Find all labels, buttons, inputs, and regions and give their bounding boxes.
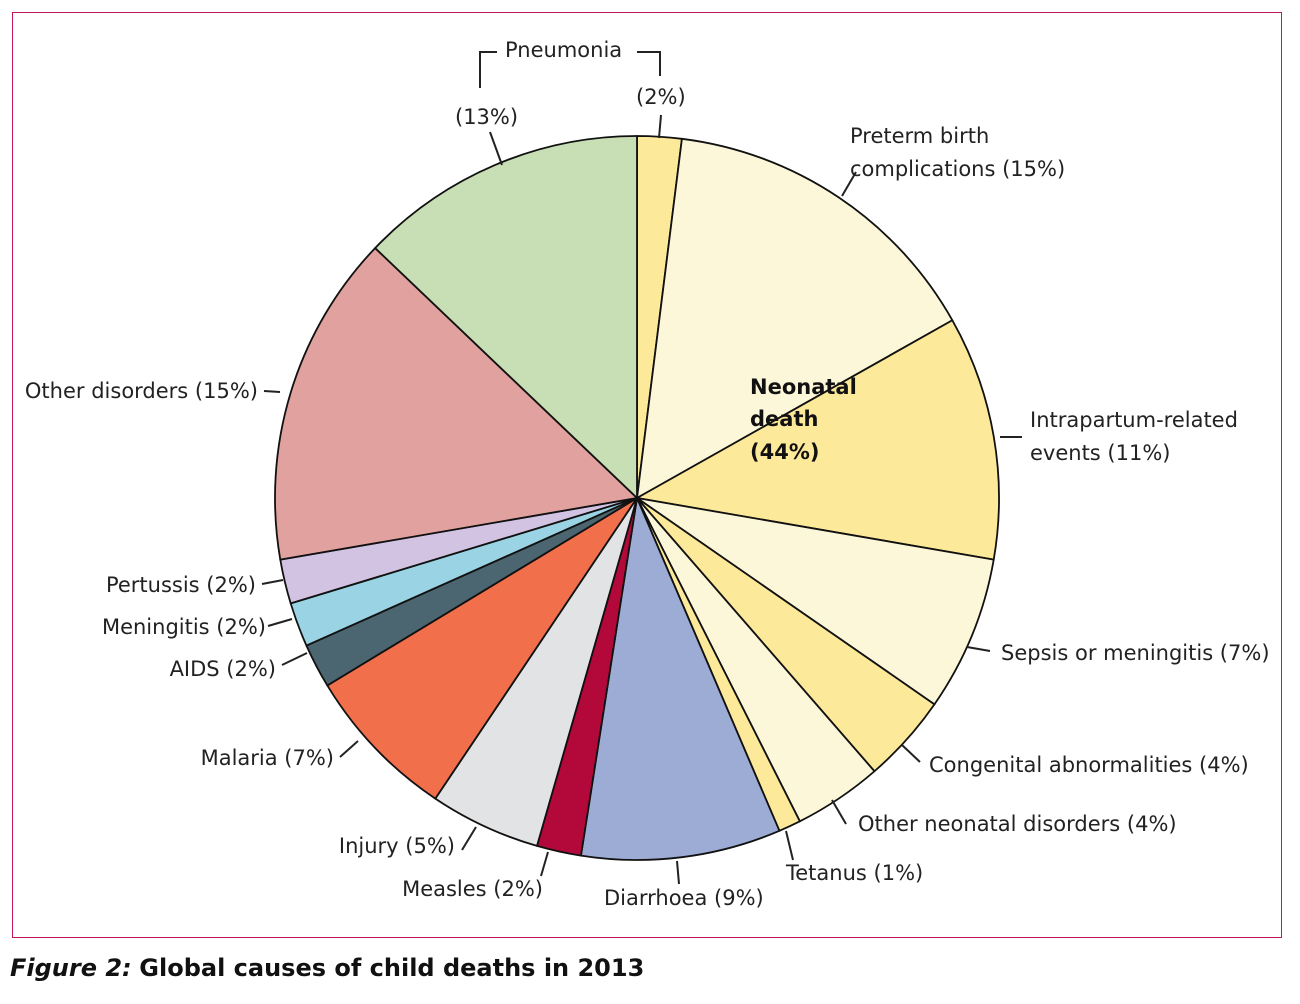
leader-meningitis: [267, 618, 293, 627]
label-other-neonatal: Other neonatal disorders (4%): [858, 812, 1177, 836]
label-other-disorders: Other disorders (15%): [25, 379, 258, 403]
leader-sepsis: [966, 646, 991, 652]
pie-slice-sepsis-or-meningitis-7: [636, 497, 995, 706]
leader-lines: [261, 51, 1022, 885]
label-congenital: Congenital abnormalities (4%): [929, 753, 1249, 777]
label-preterm-1: Preterm birth: [850, 124, 989, 148]
label-pneumonia-title: Pneumonia: [505, 38, 622, 62]
leader-injury: [461, 826, 477, 851]
figure-caption: Figure 2: Global causes of child deaths …: [10, 954, 644, 982]
caption-text: Global causes of child deaths in 2013: [139, 954, 645, 982]
leader-measles: [540, 851, 549, 877]
leader-other-disorders: [263, 390, 281, 393]
pie-slice-other-disorders-15: [274, 247, 638, 561]
leader-congenital: [901, 744, 921, 763]
pie-slice-diarrhoea-9: [580, 497, 781, 861]
figure-frame: [12, 12, 1282, 938]
label-sepsis: Sepsis or meningitis (7%): [1001, 641, 1270, 665]
center-label-line1: Neonatal: [750, 375, 857, 399]
leader-preterm: [841, 171, 857, 197]
label-measles: Measles (2%): [402, 877, 543, 901]
center-label-line2: death: [750, 407, 818, 431]
pie-slices: [274, 135, 1000, 861]
leader-aids: [281, 652, 308, 666]
label-preterm-2: complications (15%): [850, 157, 1065, 181]
label-malaria: Malaria (7%): [201, 746, 334, 770]
leader-tetanus: [785, 830, 794, 861]
label-pneumonia-post: (13%): [455, 105, 518, 129]
pie-slice-malaria-7: [326, 497, 638, 800]
leader-other-neonatal: [831, 799, 847, 825]
label-injury: Injury (5%): [339, 834, 455, 858]
label-pertussis: Pertussis (2%): [106, 573, 256, 597]
label-meningitis: Meningitis (2%): [102, 615, 266, 639]
leader-pneumonia-post: [489, 131, 503, 166]
label-tetanus: Tetanus (1%): [785, 861, 923, 885]
label-aids: AIDS (2%): [170, 657, 276, 681]
pneumonia-bracket: [479, 51, 661, 88]
center-label-line3: (44%): [750, 440, 819, 464]
pie-slice-preterm-birth-complications-15: [636, 137, 954, 499]
leader-malaria: [339, 740, 359, 758]
figure-label: Figure 2:: [10, 954, 132, 982]
leader-pneumonia-neo: [658, 114, 662, 139]
pie-slice-pneumonia-13: [374, 135, 638, 499]
label-intrapartum-1: Intrapartum-related: [1030, 408, 1238, 432]
label-diarrhoea: Diarrhoea (9%): [604, 886, 764, 910]
label-pneumonia-neo: (2%): [636, 85, 686, 109]
leader-diarrhoea: [676, 860, 680, 885]
leader-pertussis: [261, 579, 284, 585]
label-intrapartum-2: events (11%): [1030, 441, 1171, 465]
pie-slice-intrapartum-related-events-11: [636, 319, 1000, 561]
slice-labels: Pneumonia (13%) (2%) Preterm birth compl…: [25, 38, 1270, 910]
